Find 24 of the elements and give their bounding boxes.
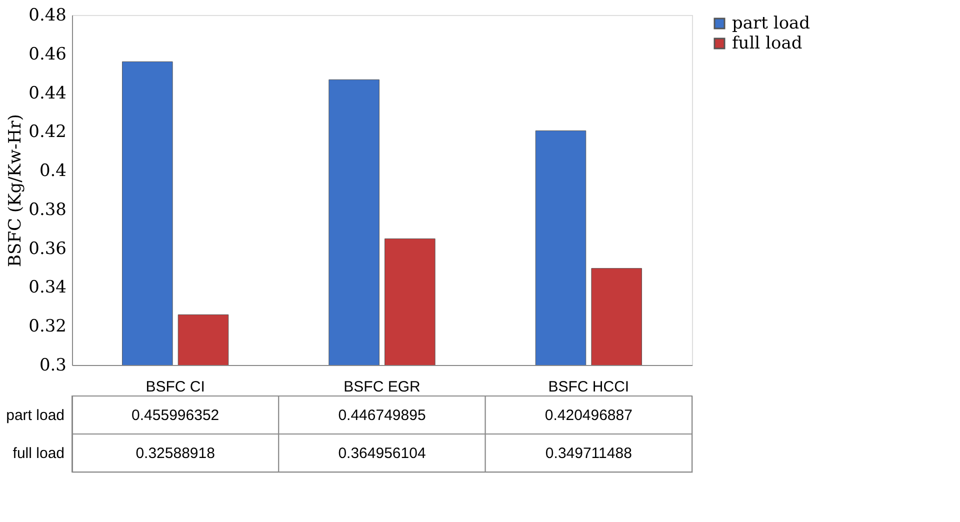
y-tick-label: 0.36 xyxy=(28,238,66,259)
data-label: 0.32588918 xyxy=(136,445,215,462)
data-label: 0.455996352 xyxy=(132,407,220,424)
text: full load xyxy=(12,445,64,462)
data-label: 0.364956104 xyxy=(338,445,426,462)
y-tick-label: 0.42 xyxy=(28,122,66,142)
y-axis-title: BSFC (Kg/Kw-Hr) xyxy=(6,114,26,267)
legend-label: full load xyxy=(732,34,802,54)
text: part load xyxy=(6,407,64,424)
x-tick-label: BSFC CI xyxy=(146,378,205,396)
y-tick-label: 0.46 xyxy=(28,44,66,64)
y-tick-label: 0.34 xyxy=(28,278,66,298)
legend-label: part load xyxy=(732,14,810,34)
data-label: 0.349711488 xyxy=(545,445,632,462)
y-tick-label: 0.48 xyxy=(28,6,66,26)
y-tick-label: 0.38 xyxy=(28,200,66,220)
y-tick-label: 0.3 xyxy=(39,356,66,376)
data-label: 0.420496887 xyxy=(544,407,632,424)
x-tick-label: BSFC EGR xyxy=(344,378,420,396)
x-tick-label: BSFC HCCI xyxy=(548,378,630,396)
y-tick-label: 0.44 xyxy=(28,83,66,104)
y-tick-label: 0.4 xyxy=(39,161,66,182)
data-label: 0.446749895 xyxy=(338,407,426,424)
y-tick-label: 0.32 xyxy=(28,316,66,337)
